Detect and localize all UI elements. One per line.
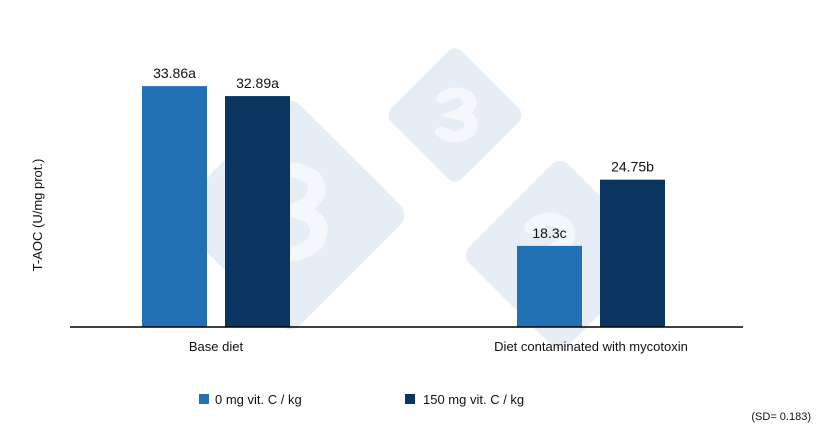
bar-series1-cat1 bbox=[600, 179, 665, 327]
legend-swatch-0mg bbox=[199, 394, 209, 404]
x-tick-label-mycotoxin-diet: Diet contaminated with mycotoxin bbox=[494, 339, 688, 354]
y-axis-label: T-AOC (U/mg prot.) bbox=[30, 159, 45, 272]
bar-series1-cat0 bbox=[225, 96, 290, 327]
data-label-series1-cat1: 24.75b bbox=[611, 159, 654, 175]
bar-series0-cat0 bbox=[142, 86, 207, 327]
data-label-series0-cat0: 33.86a bbox=[153, 65, 196, 81]
legend-swatch-150mg bbox=[405, 394, 415, 404]
data-label-series1-cat0: 32.89a bbox=[236, 75, 279, 91]
legend-label-0mg: 0 mg vit. C / kg bbox=[215, 392, 302, 407]
legend: 0 mg vit. C / kg 150 mg vit. C / kg bbox=[199, 392, 524, 407]
bar-series0-cat1 bbox=[517, 245, 582, 327]
legend-label-150mg: 150 mg vit. C / kg bbox=[423, 392, 524, 407]
sd-annotation: (SD= 0.183) bbox=[751, 411, 811, 423]
data-label-series0-cat1: 18.3c bbox=[532, 225, 566, 241]
x-tick-label-base-diet: Base diet bbox=[189, 339, 244, 354]
